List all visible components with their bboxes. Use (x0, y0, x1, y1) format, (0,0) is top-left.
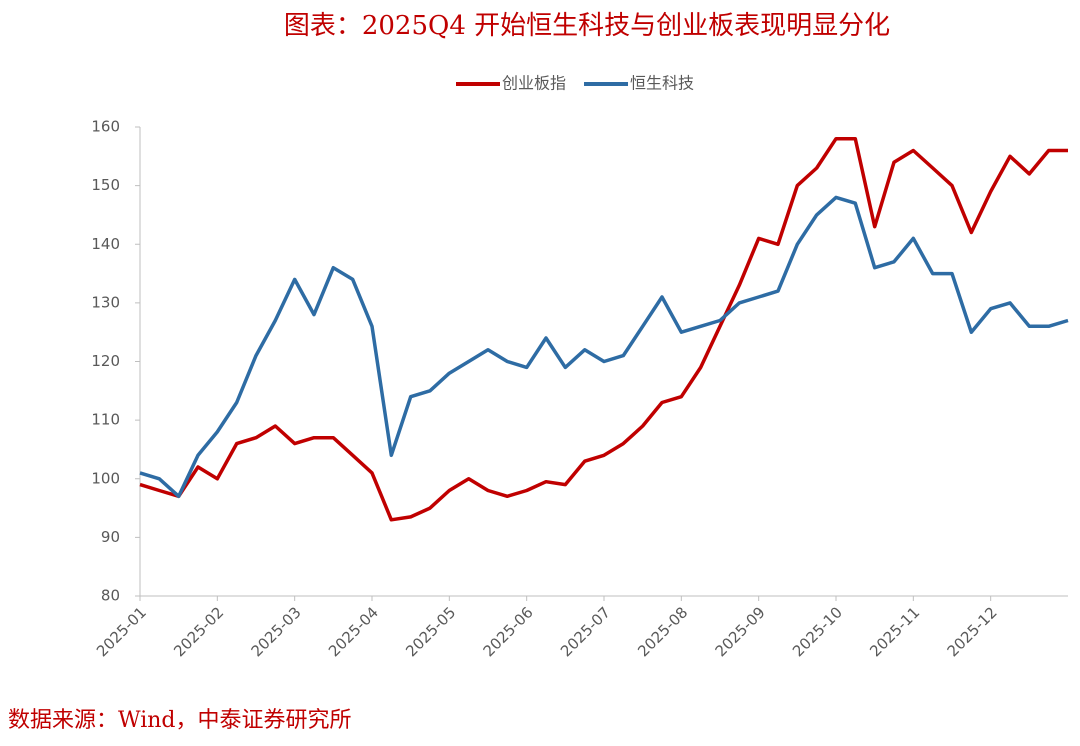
y-tick-label: 100 (91, 469, 120, 487)
y-tick-label: 150 (91, 176, 120, 194)
series-line (139, 195, 1069, 499)
x-tick-label: 2025-10 (789, 603, 846, 660)
x-tick-label: 2025-04 (325, 603, 382, 660)
y-tick-label: 110 (91, 411, 120, 429)
y-tick-label: 90 (101, 528, 120, 546)
source-note: 数据来源：Wind，中泰证券研究所 (8, 708, 352, 733)
legend-label: 创业板指 (502, 74, 566, 93)
x-tick-label: 2025-07 (557, 603, 614, 660)
x-tick-label: 2025-05 (402, 603, 459, 660)
x-tick-label: 2025-06 (480, 603, 537, 660)
legend-label: 恒生科技 (630, 74, 694, 93)
x-tick-label: 2025-02 (170, 603, 227, 660)
y-tick-label: 120 (91, 352, 120, 370)
series-line (139, 136, 1068, 522)
y-tick-label: 140 (91, 235, 120, 253)
x-tick-label: 2025-11 (866, 603, 923, 660)
chart-title: 图表：2025Q4 开始恒生科技与创业板表现明显分化 (284, 11, 890, 41)
y-tick-label: 130 (91, 293, 120, 311)
x-tick-label: 2025-09 (712, 603, 769, 660)
x-tick-label: 2025-03 (248, 603, 305, 660)
x-tick-label: 2025-01 (93, 603, 150, 660)
y-tick-label: 80 (101, 587, 120, 605)
x-tick-label: 2025-12 (944, 603, 1001, 660)
x-tick-label: 2025-08 (634, 603, 691, 660)
y-tick-label: 160 (91, 118, 120, 136)
